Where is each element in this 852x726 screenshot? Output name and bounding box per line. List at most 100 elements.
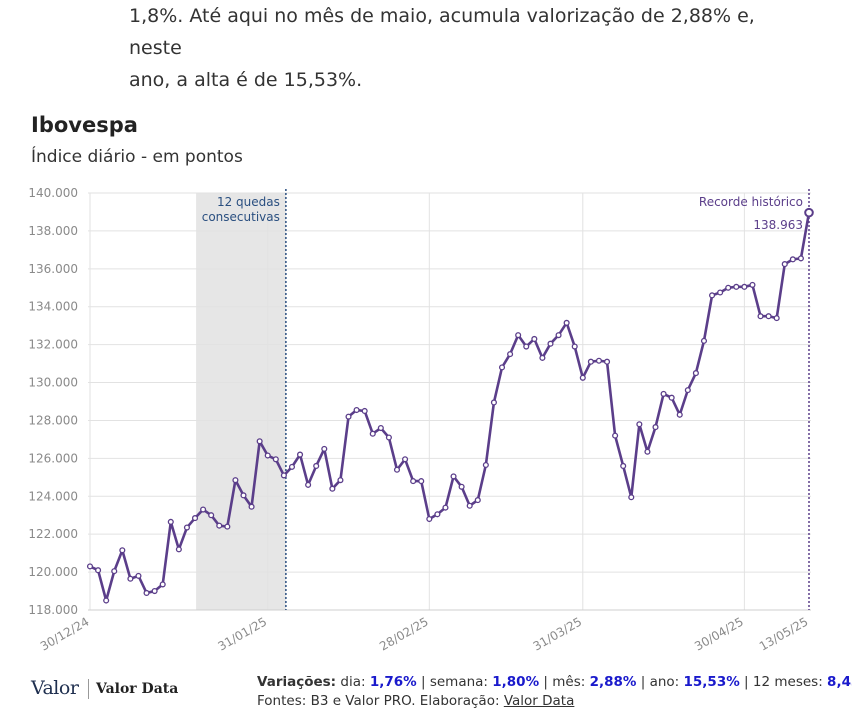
data-point bbox=[612, 432, 619, 439]
data-point bbox=[224, 523, 231, 530]
data-point bbox=[385, 434, 392, 441]
valor-logo: Valor bbox=[31, 677, 79, 699]
data-point bbox=[95, 567, 102, 574]
data-point bbox=[515, 332, 522, 339]
data-point bbox=[490, 399, 497, 406]
data-point bbox=[765, 313, 772, 320]
data-point bbox=[741, 283, 748, 290]
data-point bbox=[402, 456, 409, 463]
data-point bbox=[442, 504, 449, 511]
data-point bbox=[159, 581, 166, 588]
data-point bbox=[797, 255, 804, 262]
data-point bbox=[248, 503, 255, 510]
data-point bbox=[305, 481, 312, 488]
data-point bbox=[377, 424, 384, 432]
record-value-label: 138.963 bbox=[753, 218, 803, 232]
data-point bbox=[329, 485, 336, 492]
y-tick-label: 122.000 bbox=[28, 527, 78, 541]
logo-separator bbox=[88, 679, 89, 699]
data-point bbox=[103, 597, 110, 604]
data-point bbox=[733, 283, 740, 290]
data-point bbox=[240, 492, 247, 499]
data-point bbox=[709, 292, 716, 299]
data-point bbox=[296, 451, 304, 458]
data-point bbox=[369, 430, 376, 437]
ano-value: 15,53% bbox=[683, 674, 740, 690]
data-point bbox=[175, 546, 182, 553]
valor-data-logo: Valor Data bbox=[96, 681, 179, 697]
data-point bbox=[676, 411, 683, 418]
data-point bbox=[232, 477, 239, 484]
data-point bbox=[773, 315, 780, 322]
data-point bbox=[652, 424, 659, 431]
y-tick-label: 128.000 bbox=[28, 413, 78, 427]
semana-label: semana: bbox=[429, 674, 488, 690]
dia-value: 1,76% bbox=[369, 674, 417, 690]
data-point bbox=[725, 284, 732, 291]
variations-label: Variações: bbox=[257, 674, 337, 690]
data-point bbox=[531, 335, 538, 343]
data-point bbox=[264, 452, 271, 459]
y-tick-label: 124.000 bbox=[28, 489, 78, 503]
data-point bbox=[426, 515, 433, 523]
data-point bbox=[620, 462, 627, 469]
data-point bbox=[167, 518, 174, 525]
data-point bbox=[434, 511, 441, 518]
data-point bbox=[547, 340, 554, 347]
y-tick-label: 120.000 bbox=[28, 565, 78, 579]
data-point bbox=[466, 502, 473, 509]
y-tick-label: 140.000 bbox=[28, 186, 78, 200]
valor-data-link[interactable]: Valor Data bbox=[503, 693, 575, 709]
y-tick-label: 118.000 bbox=[28, 603, 78, 617]
y-tick-label: 132.000 bbox=[28, 338, 78, 352]
ibovespa-chart: 118.000 120.000 122.000 124.000 126.000 128.0… bbox=[28, 186, 814, 654]
data-point bbox=[539, 354, 546, 361]
data-point bbox=[458, 483, 465, 490]
x-tick-label: 28/02/25 bbox=[377, 614, 431, 653]
data-point bbox=[563, 319, 570, 326]
data-point bbox=[208, 512, 215, 519]
data-point bbox=[668, 394, 675, 401]
data-point bbox=[200, 506, 207, 513]
data-point bbox=[288, 463, 296, 470]
data-point bbox=[587, 358, 594, 365]
x-tick-label: 31/01/25 bbox=[216, 614, 270, 653]
record-label: Recorde histórico bbox=[699, 195, 803, 209]
data-point bbox=[595, 357, 603, 364]
variations-line: Variações: dia: 1,76% | semana: 1,80% | … bbox=[257, 674, 852, 690]
data-point bbox=[280, 472, 287, 479]
shaded-region bbox=[196, 193, 286, 610]
data-point bbox=[337, 477, 344, 484]
data-point bbox=[183, 524, 190, 531]
data-point bbox=[757, 313, 764, 320]
sources-text: Fontes: B3 e Valor PRO. Elaboração: bbox=[257, 693, 500, 709]
data-point bbox=[151, 587, 158, 595]
streak-label-line-2: consecutivas bbox=[202, 210, 280, 224]
streak-label-line-1: 12 quedas bbox=[217, 195, 280, 209]
data-point bbox=[393, 466, 401, 473]
x-tick-label: 13/05/25 bbox=[757, 614, 811, 653]
data-point bbox=[127, 575, 134, 582]
data-point bbox=[507, 351, 514, 358]
data-point bbox=[628, 494, 635, 501]
data-point bbox=[660, 390, 667, 397]
data-point bbox=[272, 456, 279, 463]
data-point bbox=[321, 445, 328, 452]
data-point bbox=[353, 406, 360, 414]
data-point bbox=[256, 438, 263, 445]
data-point bbox=[684, 387, 691, 394]
x-tick-label: 30/04/25 bbox=[692, 614, 746, 653]
data-point bbox=[498, 364, 506, 371]
dia-label: dia: bbox=[340, 674, 366, 690]
data-point bbox=[345, 413, 352, 420]
chart-title: Ibovespa bbox=[31, 113, 138, 137]
data-point bbox=[410, 478, 417, 485]
data-point bbox=[804, 207, 814, 218]
data-point bbox=[86, 563, 94, 570]
meses12-label: 12 meses: bbox=[752, 674, 823, 690]
data-point bbox=[644, 448, 651, 455]
data-point bbox=[191, 515, 199, 522]
article-text: 1,8%. Até aqui no mês de maio, acumula v… bbox=[129, 0, 789, 96]
mes-label: mês: bbox=[552, 674, 586, 690]
data-point bbox=[216, 522, 223, 529]
